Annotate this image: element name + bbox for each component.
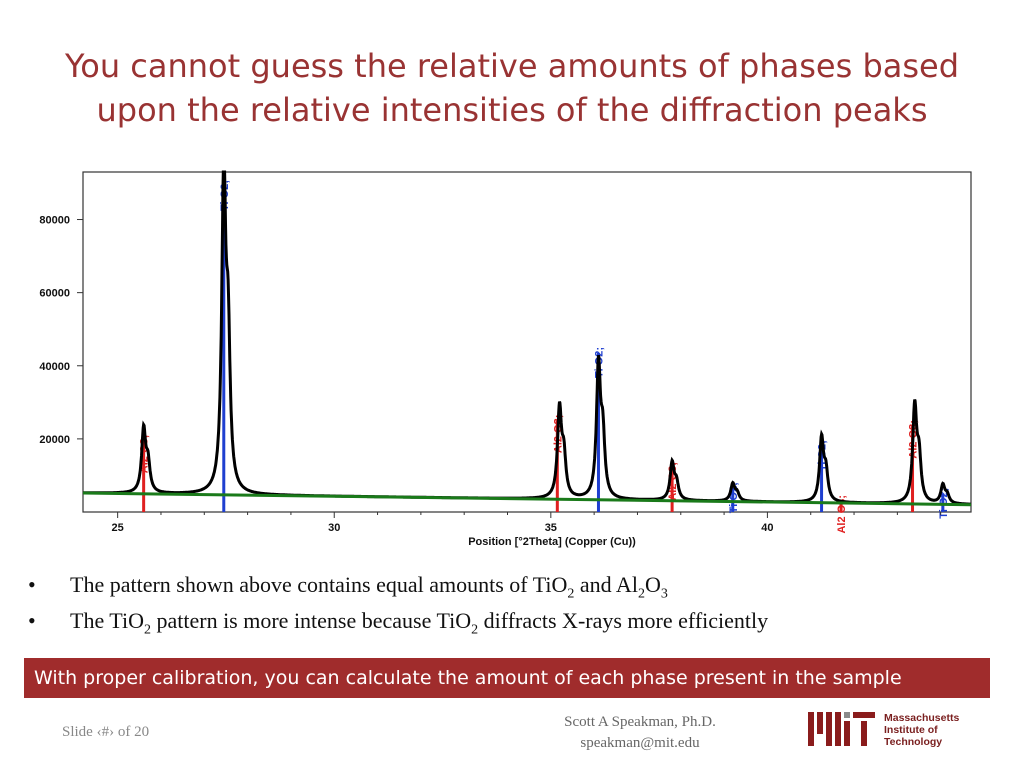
bullet-item-1: • The pattern shown above contains equal … [28, 572, 668, 602]
phase-marker-label: Al2 O3; [836, 495, 848, 534]
bullet-item-2: • The TiO2 pattern is more intense becaus… [28, 608, 769, 638]
x-tick-label: 25 [112, 522, 124, 534]
slide-title: You cannot guess the relative amounts of… [40, 44, 984, 132]
mit-logo-icon [808, 712, 875, 746]
x-tick-label: 40 [761, 522, 773, 534]
author-email[interactable]: speakman@mit.edu [580, 735, 700, 751]
x-axis-label: Position [°2Theta] (Copper (Cu)) [468, 536, 636, 548]
title-line-1: You cannot guess the relative amounts of… [64, 47, 960, 85]
x-tick-label: 30 [328, 522, 340, 534]
y-tick-label: 20000 [39, 434, 70, 446]
bullet-list: • The pattern shown above contains equal … [28, 570, 768, 642]
y-tick-label: 60000 [39, 288, 70, 300]
bullet-text: The TiO2 pattern is more intense because… [70, 608, 769, 638]
mit-logo-text: Massachusetts Institute of Technology [884, 712, 960, 748]
xrd-pattern-chart: Al2 O3;Ti O2;Al2 O3;Ti O2;Al2 O3; Ti O2;T… [39, 170, 972, 548]
x-tick-label: 35 [545, 522, 557, 534]
calibration-banner: With proper calibration, you can calcula… [24, 658, 990, 698]
author-info: Scott A Speakman, Ph.D. speakman@mit.edu [480, 712, 800, 754]
slide-number: Slide ‹#› of 20 [62, 724, 150, 740]
y-tick-label: 80000 [39, 215, 70, 227]
background-fit-line [82, 491, 972, 507]
author-name: Scott A Speakman, Ph.D. [564, 714, 716, 730]
title-line-2: upon the relative intensities of the dif… [96, 91, 928, 129]
y-tick-label: 40000 [39, 361, 70, 373]
bullet-text: The pattern shown above contains equal a… [70, 572, 668, 602]
